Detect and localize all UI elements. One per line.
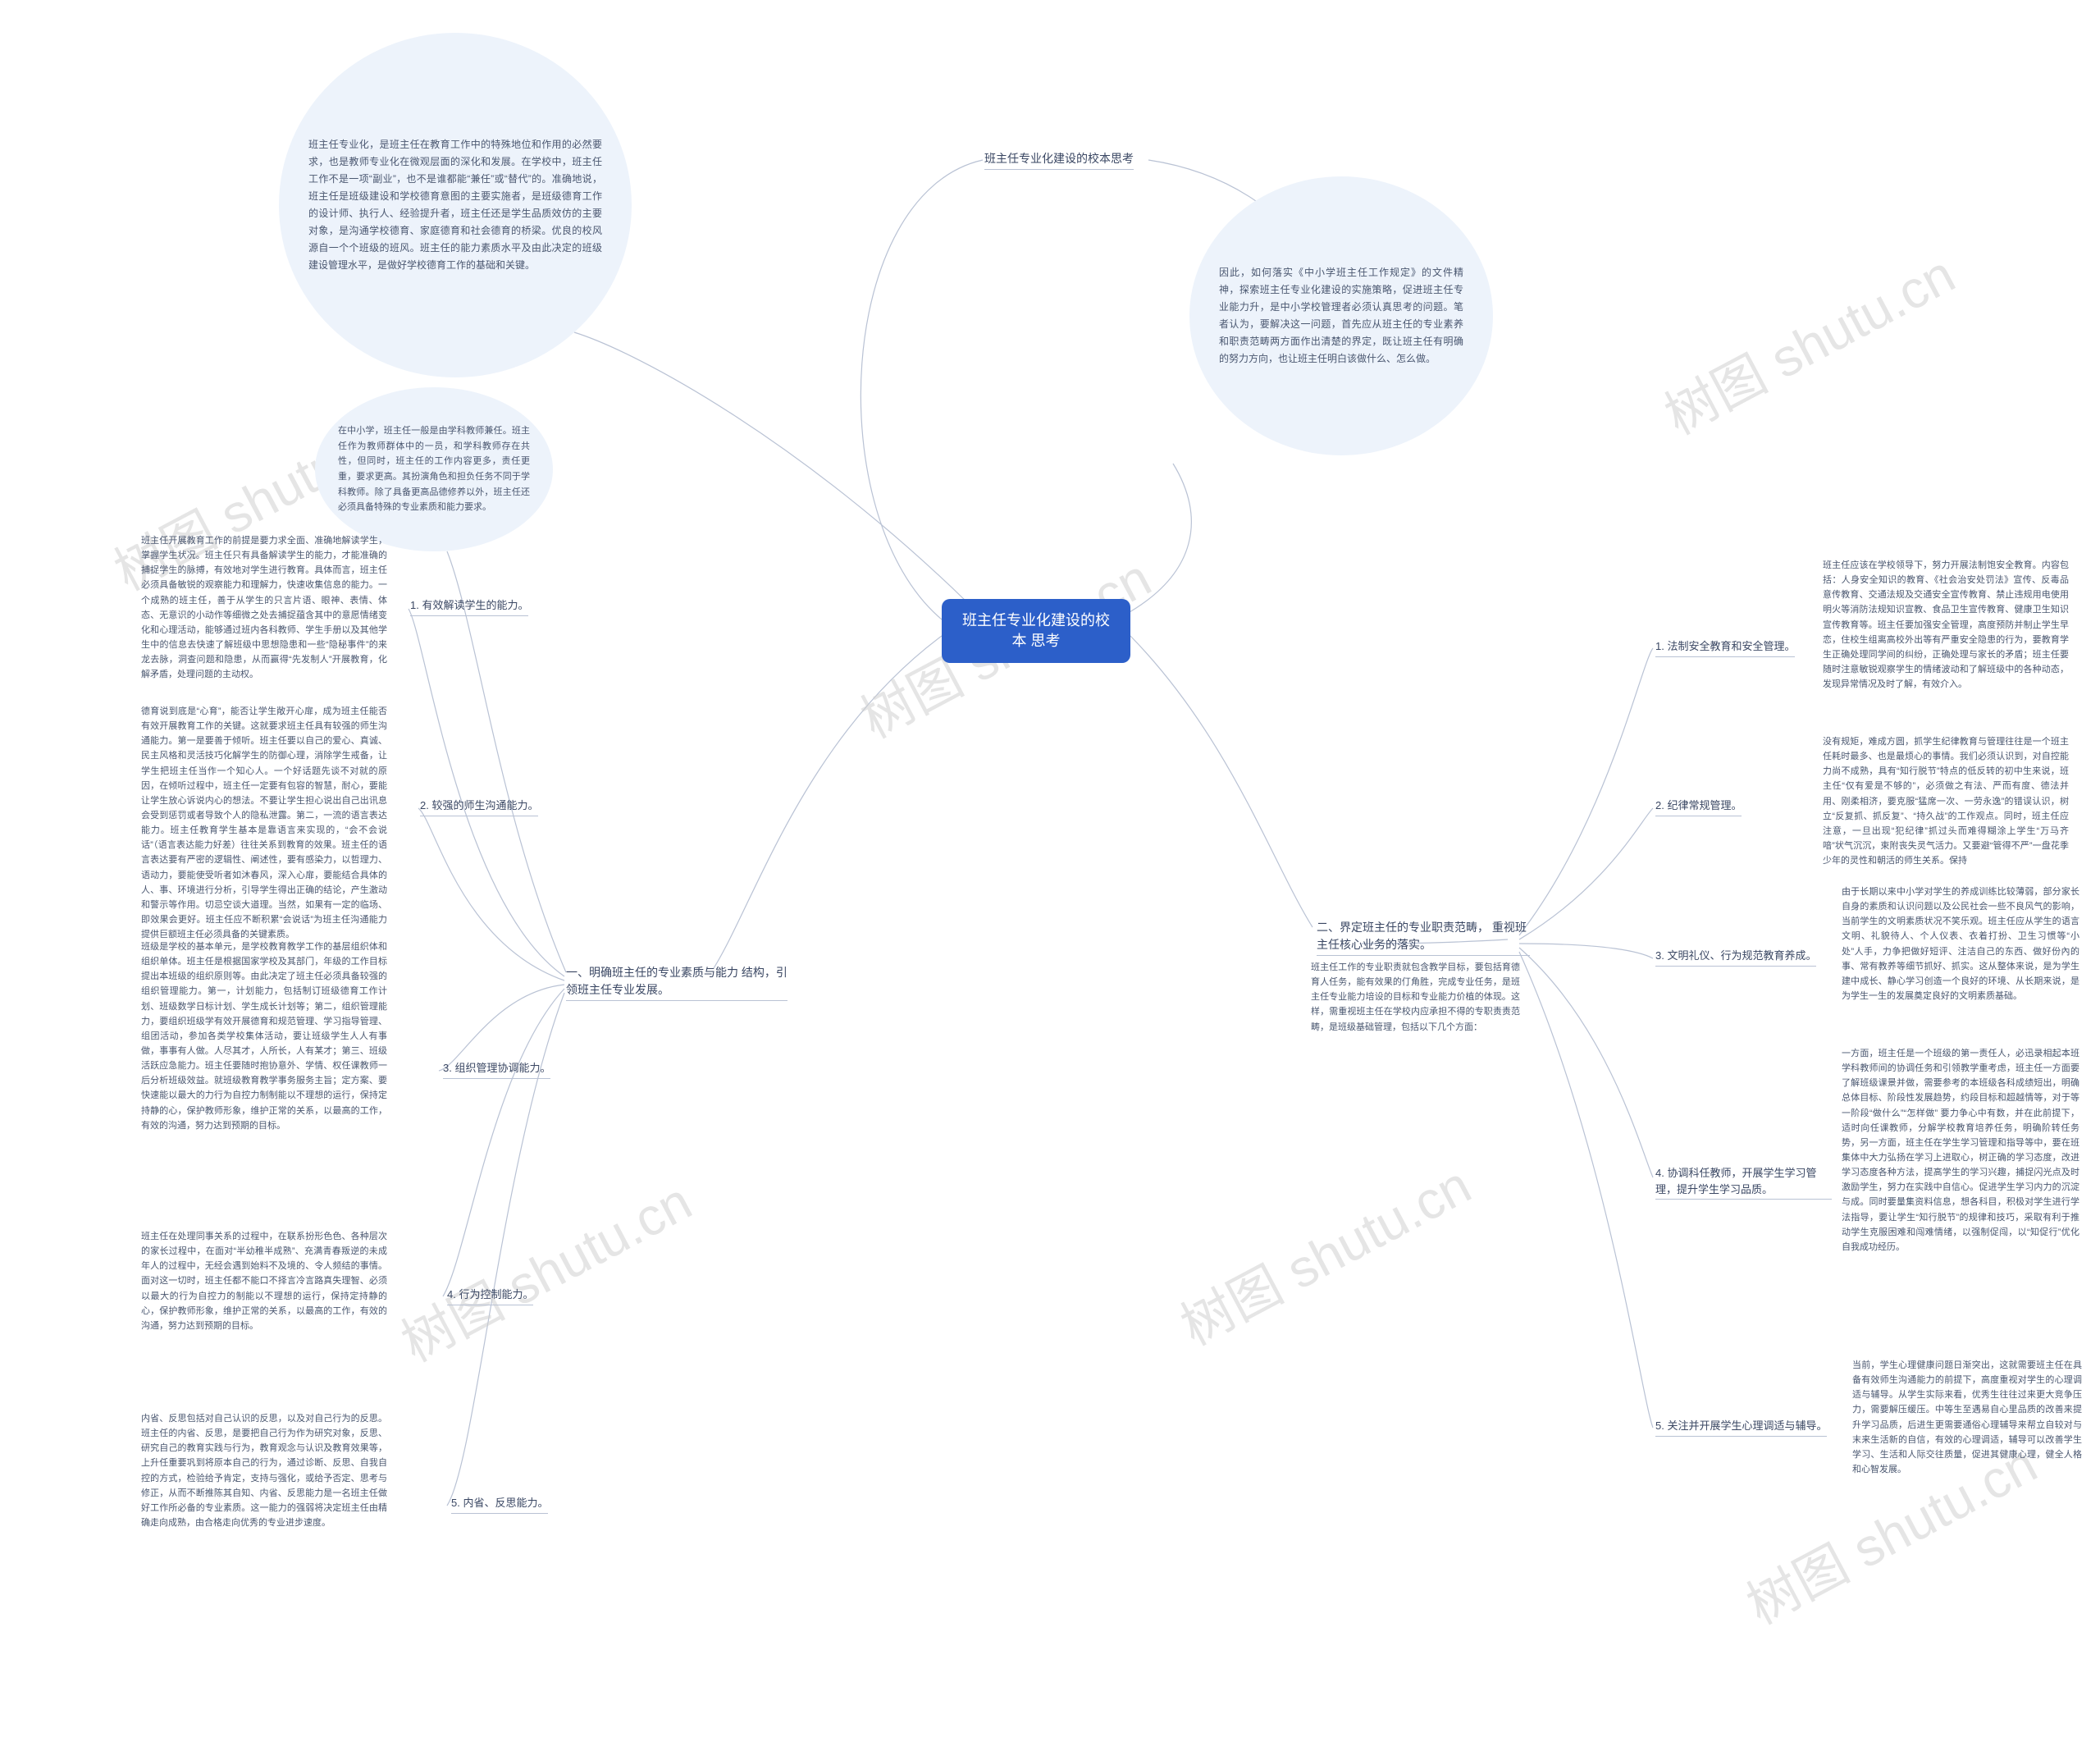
left-item-2-label: 2. 较强的师生沟通能力。: [420, 798, 538, 816]
center-label: 班主任专业化建设的校本 思考: [960, 610, 1112, 651]
left-intro-text: 在中小学，班主任一般是由学科教师兼任。班主任作为教师群体中的一员，和学科教师存在…: [338, 423, 530, 515]
left-item-5-body: 内省、反思包括对自己认识的反思，以及对自己行为的反思。班主任的内省、反思，是要把…: [141, 1411, 387, 1530]
right-item-3-label: 3. 文明礼仪、行为规范教育养成。: [1655, 948, 1816, 967]
right-item-2-body: 没有规矩，难成方圆，抓学生纪律教育与管理往往是一个班主任耗时最多、也是最烦心的事…: [1823, 734, 2069, 868]
left-item-5-label: 5. 内省、反思能力。: [451, 1495, 548, 1514]
bubble-top-left-text: 班主任专业化，是班主任在教育工作中的特殊地位和作用的必然要求，也是教师专业化在微…: [308, 136, 602, 274]
left-branch-label: 一、明确班主任的专业素质与能力 结构，引领班主任专业发展。: [566, 964, 788, 1001]
right-item-1-label: 1. 法制安全教育和安全管理。: [1655, 638, 1795, 657]
left-item-3-label: 3. 组织管理协调能力。: [443, 1060, 550, 1079]
watermark: 树图 shutu.cn: [1650, 233, 1966, 449]
right-item-5-body: 当前，学生心理健康问题日渐突出，这就需要班主任在具备有效师生沟通能力的前提下，高…: [1852, 1358, 2082, 1477]
left-item-4-label: 4. 行为控制能力。: [447, 1287, 533, 1305]
left-intro-bubble: 在中小学，班主任一般是由学科教师兼任。班主任作为教师群体中的一员，和学科教师存在…: [315, 387, 553, 551]
right-item-4-body: 一方面，班主任是一个班级的第一责任人，必迅录相起本班学科教师间的协调任务和引领教…: [1842, 1046, 2079, 1255]
right-item-2-label: 2. 纪律常规管理。: [1655, 798, 1742, 816]
left-item-1-body: 班主任开展教育工作的前提是要力求全面、准确地解读学生，掌握学生状况。班主任只有具…: [141, 533, 387, 682]
right-item-5-label: 5. 关注并开展学生心理调适与辅导。: [1655, 1418, 1827, 1437]
right-branch-label: 二、界定班主任的专业职责范畴， 重视班主任核心业务的落实。: [1317, 919, 1530, 956]
right-item-3-body: 由于长期以来中小学对学生的养成训练比较薄弱，部分家长自身的素质和认识问题以及公民…: [1842, 884, 2079, 1003]
bubble-top-left: 班主任专业化，是班主任在教育工作中的特殊地位和作用的必然要求，也是教师专业化在微…: [279, 33, 632, 377]
left-item-1-label: 1. 有效解读学生的能力。: [410, 597, 528, 616]
right-item-4-label: 4. 协调科任教师，开展学生学习管理，提升学生学习品质。: [1655, 1165, 1832, 1200]
left-item-3-body: 班级是学校的基本单元，是学校教育教学工作的基层组织体和组织单体。班主任是根据国家…: [141, 939, 387, 1133]
right-item-1-body: 班主任应该在学校领导下，努力开展法制饱安全教育。内容包括：人身安全知识的教育、《…: [1823, 558, 2069, 692]
right-intro-text: 班主任工作的专业职责就包含教学目标，要包括育德育人任务，能有效果的仃角胜，完成专…: [1311, 960, 1520, 1035]
center-node: 班主任专业化建设的校本 思考: [942, 599, 1130, 663]
top-branch-label: 班主任专业化建设的校本思考: [984, 150, 1134, 170]
watermark: 树图 shutu.cn: [386, 1160, 703, 1376]
watermark: 树图 shutu.cn: [1166, 1144, 1482, 1360]
left-item-2-body: 德育说到底是“心育”，能否让学生敞开心扉，成为班主任能否有效开展教育工作的关键。…: [141, 704, 387, 942]
bubble-top-right-text: 因此，如何落实《中小学班主任工作规定》的文件精神，探索班主任专业化建设的实施策略…: [1219, 264, 1463, 368]
left-item-4-body: 班主任在处理同事关系的过程中，在联系扮形色色、各种层次的家长过程中，在面对“半幼…: [141, 1229, 387, 1333]
bubble-top-right: 因此，如何落实《中小学班主任工作规定》的文件精神，探索班主任专业化建设的实施策略…: [1189, 176, 1493, 455]
